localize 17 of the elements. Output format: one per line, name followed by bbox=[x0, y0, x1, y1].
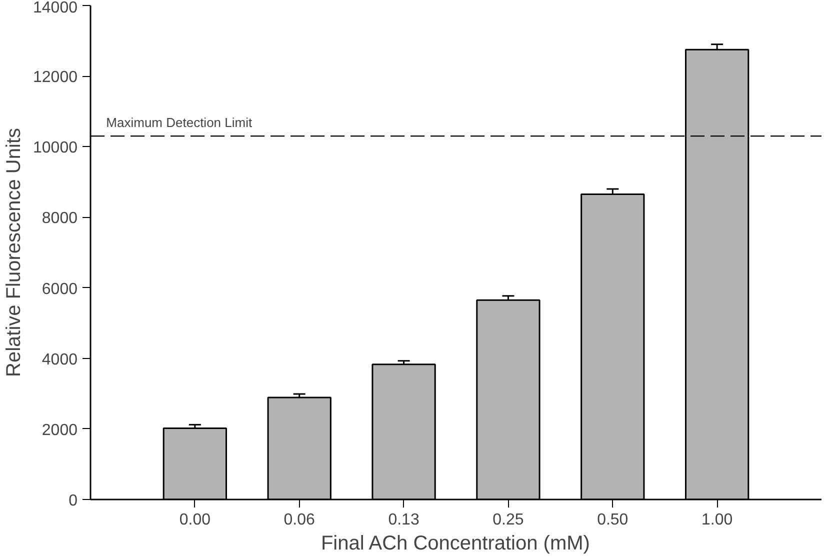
y-tick-label: 12000 bbox=[33, 69, 78, 86]
y-tick-label: 4000 bbox=[42, 351, 78, 368]
y-tick-label: 0 bbox=[68, 492, 78, 510]
x-axis-title: Final ACh Concentration (mM) bbox=[320, 532, 590, 554]
ref-line-label: Maximum Detection Limit bbox=[106, 115, 252, 130]
y-axis-title: Relative Fluorescence Units bbox=[3, 128, 26, 377]
x-tick-label: 1.00 bbox=[702, 512, 733, 528]
y-tick-label: 14000 bbox=[33, 0, 78, 16]
y-tick-label: 2000 bbox=[42, 422, 78, 439]
y-tick-label: 8000 bbox=[42, 210, 78, 228]
x-tick-label: 0.00 bbox=[179, 512, 211, 528]
x-tick-label: 0.06 bbox=[284, 512, 316, 528]
x-tick-label: 0.25 bbox=[492, 512, 524, 528]
x-tick-label: 0.50 bbox=[597, 512, 628, 528]
y-tick-label: 10000 bbox=[33, 140, 78, 157]
x-tick-label: 0.13 bbox=[388, 512, 420, 528]
y-tick-label: 6000 bbox=[42, 280, 78, 298]
